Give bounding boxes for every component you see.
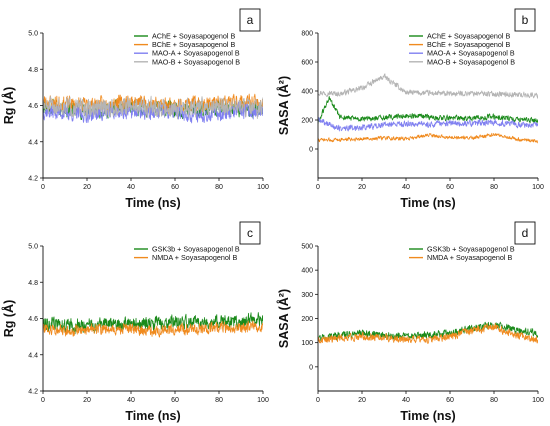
y-tick-label: 100 [301,340,313,347]
x-tick-label: 40 [402,184,410,191]
panel-letter: b [522,13,529,27]
x-tick-label: 100 [532,184,544,191]
chart-panel-c: 0 20 40 60 80 100 4.2 4.4 4.6 4.8 5.0 Time (ns) Rg (… [1,221,269,423]
legend-label: AChE + Soyasapogenol B [152,32,236,41]
chart-panel-b: 0 20 40 60 80 100 0 200 400 600 800 Time (ns) SASA (… [276,8,544,210]
legend-label: BChE + Soyasapogenol B [427,40,511,49]
y-tick-label: 4.4 [28,139,38,146]
x-tick-label: 40 [127,184,135,191]
x-tick-label: 20 [83,184,91,191]
x-tick-label: 80 [215,397,223,404]
x-tick-label: 40 [127,397,135,404]
x-tick-label: 60 [171,397,179,404]
x-tick-label: 0 [316,184,320,191]
series-group [318,321,538,344]
series-line-nmda [318,322,538,344]
y-tick-label: 300 [301,292,313,299]
x-axis-title: Time (ns) [125,409,180,423]
series-line-gsk3b [43,312,263,335]
legend-label: MAO-A + Soyasapogenol B [152,49,240,58]
legend-label: AChE + Soyasapogenol B [427,32,511,41]
x-tick-label: 20 [358,184,366,191]
panel-letter: d [522,226,529,240]
panel-letter-box [514,8,536,32]
series-group [318,73,538,144]
x-axis-title: Time (ns) [400,196,455,210]
series-line-mao-a [318,117,538,132]
x-tick-label: 20 [83,397,91,404]
y-tick-label: 200 [301,118,313,125]
x-tick-label: 60 [446,184,454,191]
panel-letter: c [247,226,253,240]
legend-label: NMDA + Soyasapogenol B [152,253,238,262]
panel-letter-box [514,221,536,245]
x-tick-label: 80 [215,184,223,191]
legend-label: MAO-B + Soyasapogenol B [152,57,240,66]
legend-label: NMDA + Soyasapogenol B [427,253,513,262]
y-tick-label: 4.2 [28,389,38,396]
y-tick-label: 200 [301,316,313,323]
series-line-nmda [43,320,263,338]
x-tick-label: 80 [490,397,498,404]
series-line-ache [318,96,538,125]
x-tick-label: 60 [446,397,454,404]
legend-label: GSK3b + Soyasapogenol B [427,245,515,254]
y-tick-label: 4.2 [28,176,38,183]
y-tick-label: 0 [309,147,313,154]
panel-letter-box [239,221,261,245]
legend-label: BChE + Soyasapogenol B [152,40,236,49]
x-tick-label: 0 [41,184,45,191]
y-tick-label: 5.0 [28,244,38,251]
x-tick-label: 100 [532,397,544,404]
y-tick-label: 500 [301,244,313,251]
y-tick-label: 4.8 [28,67,38,74]
x-tick-label: 40 [402,397,410,404]
x-tick-label: 100 [257,397,269,404]
y-tick-label: 4.8 [28,280,38,287]
x-tick-label: 0 [316,397,320,404]
chart-panel-a: 0 20 40 60 80 100 4.2 4.4 4.6 4.8 5.0 Time (ns) Rg (… [1,8,269,210]
legend-label: MAO-A + Soyasapogenol B [427,49,515,58]
x-axis-title: Time (ns) [125,196,180,210]
y-axis-title: SASA (Å²) [276,76,291,135]
y-axis-title: Rg (Å) [1,300,16,338]
y-tick-label: 4.6 [28,316,38,323]
y-tick-label: 0 [309,364,313,371]
x-tick-label: 20 [358,397,366,404]
series-line-bche [318,132,538,144]
x-tick-label: 60 [171,184,179,191]
y-axis-title: SASA (Å²) [276,289,291,348]
x-tick-label: 0 [41,397,45,404]
chart-panel-d: 0 20 40 60 80 100 0 100 200 300 400 500 Time (ns) SAS… [276,221,544,423]
x-tick-label: 100 [257,184,269,191]
legend-label: GSK3b + Soyasapogenol B [152,245,240,254]
series-line-mao-b [43,95,263,120]
y-tick-label: 400 [301,89,313,96]
series-line-mao-b [318,73,538,99]
y-tick-label: 4.4 [28,352,38,359]
x-tick-label: 80 [490,184,498,191]
series-group [43,312,263,338]
y-tick-label: 800 [301,31,313,38]
x-axis-title: Time (ns) [400,409,455,423]
series-group [43,93,263,124]
y-axis-title: Rg (Å) [1,87,16,125]
panel-letter-box [239,8,261,32]
y-tick-label: 5.0 [28,31,38,38]
panel-letter: a [247,13,254,27]
y-tick-label: 600 [301,60,313,67]
y-tick-label: 400 [301,268,313,275]
y-tick-label: 4.6 [28,103,38,110]
legend-label: MAO-B + Soyasapogenol B [427,57,515,66]
